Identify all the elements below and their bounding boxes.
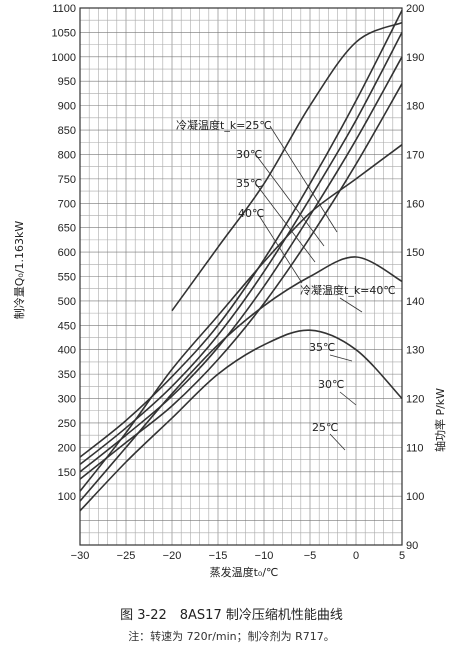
y-left-tick-label: 250 xyxy=(58,418,76,430)
y-right-tick-label: 100 xyxy=(406,491,424,503)
y-left-tick-label: 700 xyxy=(58,198,76,210)
y-left-tick-label: 150 xyxy=(58,467,76,479)
capacity-leader-3 xyxy=(257,213,303,284)
power-curve-2 xyxy=(79,256,403,502)
y-left-tick-label: 350 xyxy=(58,369,76,381)
y-left-tick-label: 900 xyxy=(58,101,76,113)
plot-frame xyxy=(79,7,403,546)
y-left-tick-label: 600 xyxy=(58,247,76,259)
capacity-leader-1 xyxy=(255,154,325,247)
power-curve-1 xyxy=(79,144,403,492)
x-tick-label: 5 xyxy=(399,550,405,562)
power-leader-2 xyxy=(339,391,357,406)
grid xyxy=(79,7,403,546)
y-right-tick-label: 190 xyxy=(406,52,424,64)
power-label-30: 30℃ xyxy=(318,378,344,391)
capacity-leader-0 xyxy=(269,125,338,233)
y-right-tick-label: 160 xyxy=(406,198,424,210)
y-left-tick-label: 800 xyxy=(58,149,76,161)
y-right-tick-label: 200 xyxy=(406,3,424,15)
power-label-35: 35℃ xyxy=(309,341,335,354)
capacity-label-40: 40℃ xyxy=(238,207,264,220)
right-axis-title: 轴功率 P/kW xyxy=(433,388,447,452)
y-left-tick-label: 200 xyxy=(58,442,76,454)
tick-labels: −30 −25 −20 −15 −10 −5 0 5 100 150 200 250 300 350 400… xyxy=(52,3,425,562)
power-label-40: 冷凝温度t_k=40℃ xyxy=(300,283,396,297)
y-right-tick-label: 130 xyxy=(406,345,424,357)
x-tick-label: 0 xyxy=(353,550,359,562)
y-right-tick-label: 90 xyxy=(406,540,418,552)
y-left-tick-label: 950 xyxy=(58,76,76,88)
y-right-tick-label: 140 xyxy=(406,296,424,308)
y-right-tick-label: 180 xyxy=(406,101,424,113)
y-left-tick-label: 650 xyxy=(58,223,76,235)
power-leader-1 xyxy=(329,354,353,362)
y-left-tick-label: 450 xyxy=(58,320,76,332)
power-curve-3 xyxy=(79,329,403,512)
capacity-curve-0 xyxy=(79,10,403,458)
y-right-tick-label: 110 xyxy=(406,442,424,454)
y-right-tick-label: 150 xyxy=(406,247,424,259)
y-left-tick-label: 1050 xyxy=(52,27,76,39)
y-left-tick-label: 1000 xyxy=(52,52,76,64)
y-left-tick-label: 1100 xyxy=(52,3,76,15)
y-left-tick-label: 300 xyxy=(58,394,76,406)
power-leader-0 xyxy=(339,297,363,313)
power-label-25: 25℃ xyxy=(312,421,338,434)
x-tick-label: −10 xyxy=(255,550,274,562)
x-tick-label: −15 xyxy=(209,550,228,562)
figure-note: 注：转速为 720r/min；制冷剂为 R717。 xyxy=(128,630,335,643)
x-axis-title: 蒸发温度t₀/℃ xyxy=(210,565,279,579)
x-tick-label: −5 xyxy=(304,550,317,562)
y-right-tick-label: 120 xyxy=(406,394,424,406)
y-left-tick-label: 550 xyxy=(58,272,76,284)
y-left-tick-label: 400 xyxy=(58,345,76,357)
capacity-label-35: 35℃ xyxy=(236,177,262,190)
y-left-tick-label: 850 xyxy=(58,125,76,137)
x-tick-label: −20 xyxy=(163,550,182,562)
capacity-curve-2 xyxy=(79,56,403,473)
y-left-tick-label: 500 xyxy=(58,296,76,308)
y-right-tick-label: 170 xyxy=(406,149,424,161)
power-leader-3 xyxy=(329,433,346,451)
capacity-curve-1 xyxy=(79,32,403,466)
y-left-tick-label: 100 xyxy=(58,491,76,503)
capacity-leader-2 xyxy=(255,183,316,263)
annotation-leaders xyxy=(255,125,363,451)
y-left-tick-label: 750 xyxy=(58,174,76,186)
left-axis-title: 制冷量Q₀/1.163kW xyxy=(13,221,26,320)
capacity-label-25: 冷凝温度t_k=25℃ xyxy=(176,118,272,132)
figure-caption: 图 3-22 8AS17 制冷压缩机性能曲线 xyxy=(120,608,343,623)
x-tick-label: −30 xyxy=(71,550,90,562)
curves xyxy=(79,10,403,512)
x-tick-label: −25 xyxy=(117,550,136,562)
capacity-label-30: 30℃ xyxy=(236,148,262,161)
